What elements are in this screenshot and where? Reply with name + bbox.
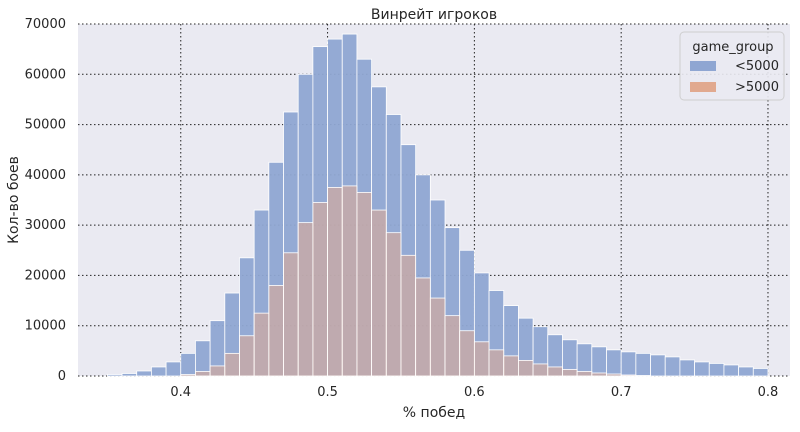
legend-swatch-gt5000 — [690, 82, 716, 92]
bar-lt5000 — [723, 364, 740, 377]
bar-gt5000 — [385, 232, 402, 377]
bar-gt5000 — [620, 374, 637, 377]
y-tick-label: 70000 — [25, 17, 66, 32]
bar-gt5000 — [562, 369, 578, 377]
bar-lt5000 — [165, 361, 182, 377]
bar-lt5000 — [136, 370, 152, 377]
bar-gt5000 — [371, 209, 387, 377]
bar-gt5000 — [606, 373, 622, 377]
bar-gt5000 — [327, 187, 343, 377]
bar-gt5000 — [547, 366, 563, 377]
x-tick-label: 0.4 — [170, 385, 191, 400]
bar-gt5000 — [312, 202, 328, 377]
bar-lt5000 — [121, 373, 138, 377]
axes: 0.4 0.5 0.6 0.7 0.8 0 10000 20000 30000 40000 5000… — [25, 17, 779, 400]
bar-lt5000 — [180, 352, 196, 377]
x-tick-label: 0.5 — [317, 385, 338, 400]
y-axis-label: Кол-во боев — [6, 156, 22, 244]
bar-gt5000 — [400, 254, 417, 377]
legend-label-gt5000: >5000 — [735, 80, 779, 95]
bar-lt5000 — [694, 361, 710, 377]
bar-gt5000 — [591, 372, 607, 377]
legend-label-lt5000: <5000 — [735, 59, 779, 74]
bar-gt5000 — [195, 371, 211, 377]
bar-gt5000 — [503, 355, 519, 377]
bar-gt5000 — [635, 375, 651, 377]
y-tick-label: 10000 — [25, 319, 66, 334]
bar-gt5000 — [444, 315, 461, 377]
y-tick-label: 50000 — [25, 118, 66, 133]
bar-gt5000 — [459, 330, 475, 377]
bar-lt5000 — [708, 363, 725, 377]
bar-lt5000 — [591, 346, 607, 377]
bar-lt5000 — [606, 349, 622, 377]
bar-lt5000 — [650, 354, 666, 377]
bar-lt5000 — [664, 356, 681, 377]
bar-gt5000 — [180, 374, 196, 377]
legend-swatch-lt5000 — [690, 61, 716, 71]
x-axis-label: % побед — [403, 405, 465, 421]
bar-lt5000 — [620, 351, 637, 377]
x-tick-label: 0.8 — [758, 385, 779, 400]
bar-lt5000 — [151, 366, 167, 377]
bar-gt5000 — [576, 371, 593, 377]
chart-title: Винрейт игроков — [371, 7, 497, 23]
y-tick-label: 30000 — [25, 218, 66, 233]
bar-gt5000 — [224, 352, 240, 377]
bar-lt5000 — [679, 359, 695, 377]
bar-lt5000 — [195, 340, 211, 377]
bar-gt5000 — [341, 185, 358, 377]
y-tick-label: 0 — [58, 369, 66, 384]
bar-gt5000 — [283, 252, 299, 377]
x-tick-label: 0.6 — [464, 385, 485, 400]
y-tick-label: 20000 — [25, 268, 66, 283]
bar-gt5000 — [268, 285, 284, 377]
bars — [106, 33, 769, 377]
bar-gt5000 — [532, 363, 549, 377]
bar-lt5000 — [752, 368, 769, 377]
bar-gt5000 — [488, 349, 505, 377]
y-tick-label: 40000 — [25, 168, 66, 183]
bar-lt5000 — [106, 374, 123, 377]
x-tick-label: 0.7 — [611, 385, 632, 400]
legend-title: game_group — [692, 40, 773, 55]
y-tick-label: 60000 — [25, 67, 66, 82]
bar-gt5000 — [415, 277, 431, 377]
bar-gt5000 — [297, 222, 314, 377]
legend: game_group <5000 >5000 — [679, 31, 785, 101]
bar-lt5000 — [635, 352, 651, 377]
bar-lt5000 — [738, 366, 754, 377]
bar-gt5000 — [518, 360, 534, 377]
bar-gt5000 — [209, 365, 226, 377]
bar-gt5000 — [429, 297, 446, 377]
bar-gt5000 — [356, 192, 373, 377]
bar-gt5000 — [473, 341, 490, 377]
bar-gt5000 — [239, 335, 255, 377]
bar-gt5000 — [253, 312, 270, 377]
